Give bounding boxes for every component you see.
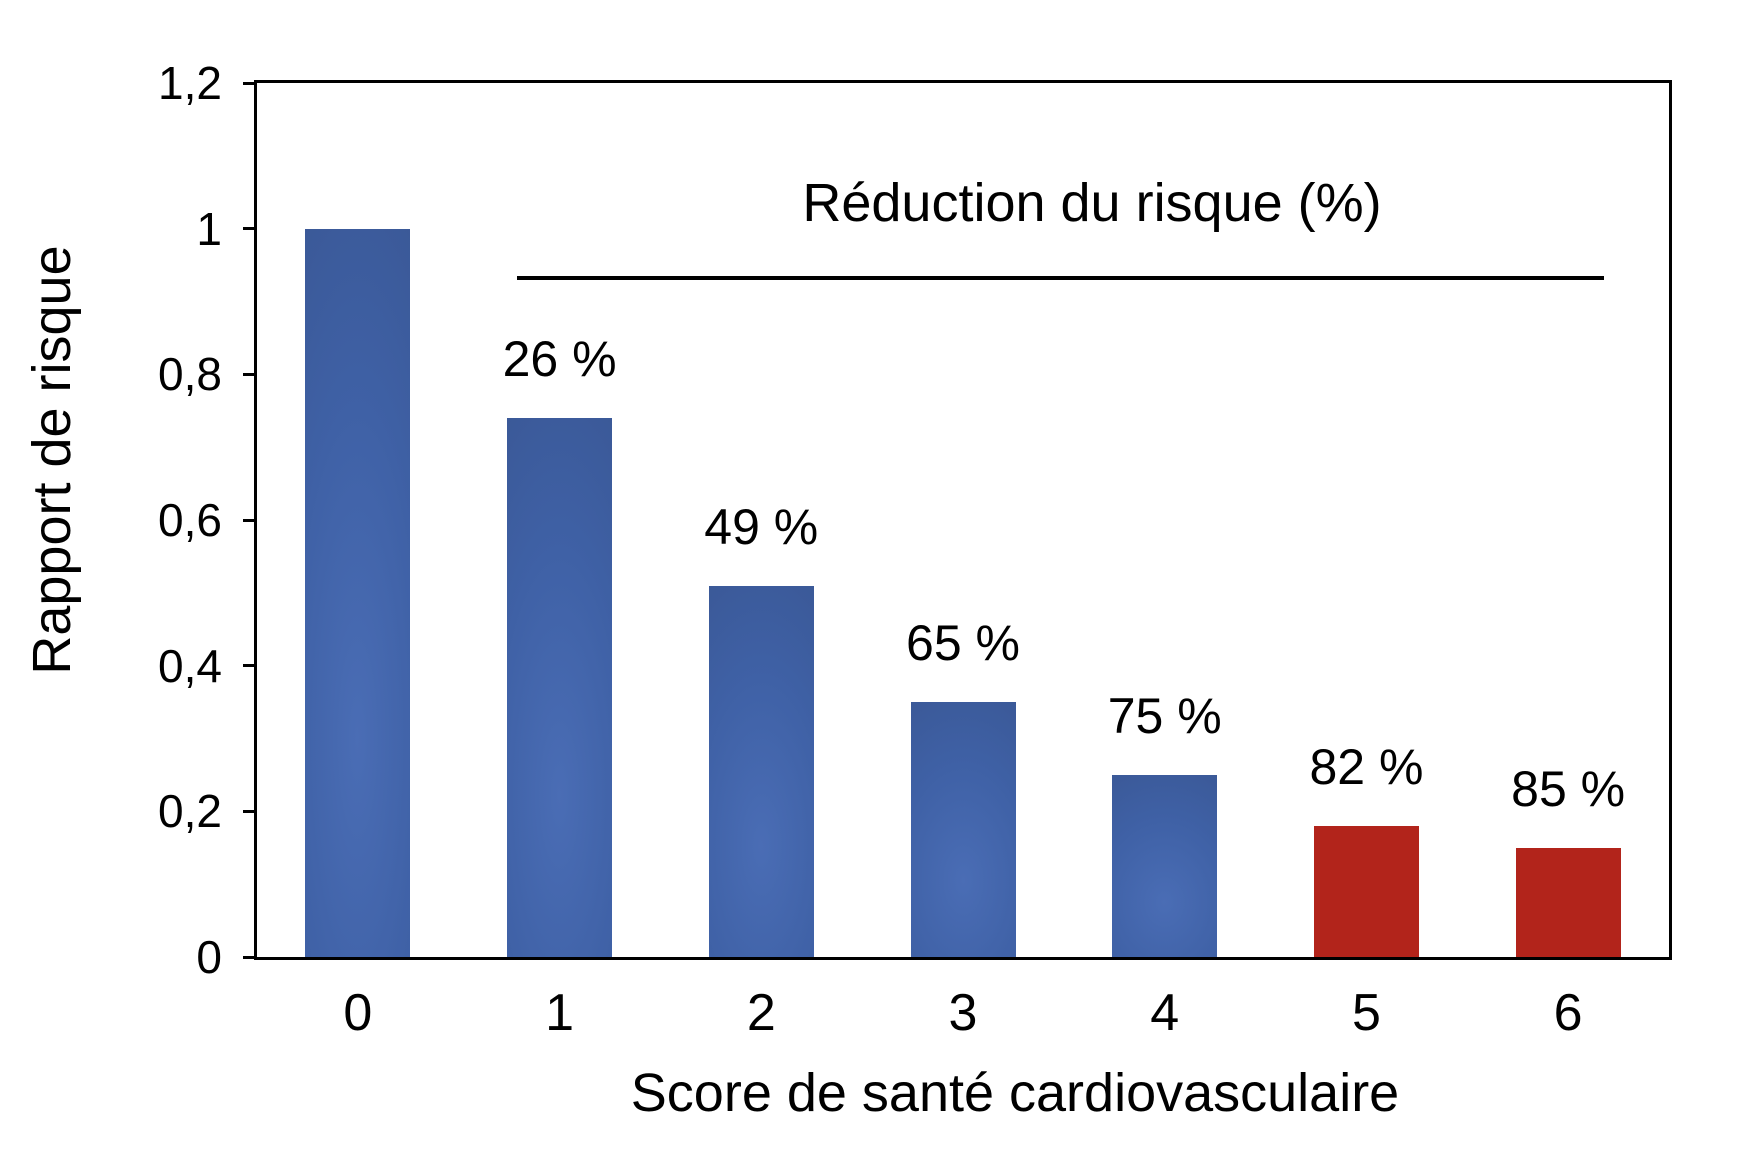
risk-reduction-label: 75 % — [1107, 688, 1222, 744]
bar-score-6 — [1515, 848, 1621, 957]
bar-score-5 — [1313, 826, 1419, 957]
plot-area — [254, 80, 1672, 960]
bar-score-0 — [305, 229, 411, 957]
x-axis-title: Score de santé cardiovasculaire — [630, 1063, 1400, 1123]
y-tick-label: 1 — [196, 202, 222, 255]
x-tick-label: 4 — [1150, 984, 1180, 1042]
y-tick-label: 0,6 — [158, 494, 222, 546]
y-axis-title: Rapport de risque — [22, 245, 82, 675]
bar-score-2 — [708, 586, 814, 957]
y-tick-mark — [243, 955, 257, 959]
bar-score-1 — [507, 418, 613, 957]
risk-reduction-label: 85 % — [1511, 761, 1626, 817]
risk-reduction-label: 26 % — [502, 331, 617, 387]
risk-reduction-label: 49 % — [704, 499, 819, 555]
bar-score-4 — [1112, 775, 1218, 957]
y-tick-label: 1,2 — [158, 57, 222, 109]
y-tick-label: 0,8 — [158, 348, 222, 401]
risk-reduction-label: 65 % — [906, 615, 1020, 671]
y-tick-mark — [243, 81, 257, 85]
y-tick-mark — [243, 372, 257, 376]
x-tick-label: 1 — [545, 984, 575, 1042]
x-tick-label: 0 — [343, 984, 373, 1042]
y-tick-label: 0,4 — [158, 639, 222, 692]
risk-reduction-label: 82 % — [1309, 739, 1424, 795]
x-tick-label: 5 — [1351, 984, 1381, 1042]
x-tick-label: 6 — [1553, 984, 1583, 1042]
x-tick-label: 3 — [948, 984, 978, 1042]
x-tick-label: 2 — [746, 984, 776, 1042]
y-tick-label: 0 — [196, 931, 222, 983]
y-tick-mark — [243, 518, 257, 522]
bar-score-3 — [910, 702, 1016, 957]
title-underline — [517, 276, 1604, 280]
y-tick-mark — [243, 664, 257, 668]
y-tick-mark — [243, 809, 257, 813]
y-tick-mark — [243, 227, 257, 231]
chart-title: Réduction du risque (%) — [802, 173, 1382, 233]
y-tick-label: 0,2 — [158, 785, 222, 838]
